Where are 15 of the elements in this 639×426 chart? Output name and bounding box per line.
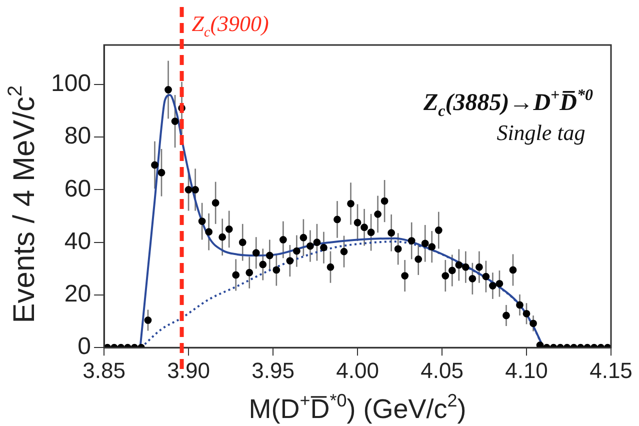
y-tick-label: 80 xyxy=(64,122,92,150)
y-tick-label: 60 xyxy=(64,175,92,202)
y-tick-label: 100 xyxy=(50,70,92,98)
x-tick-label: 4.05 xyxy=(420,358,464,383)
x-tick-label: 4.15 xyxy=(590,358,632,383)
annotation: Single tag xyxy=(496,120,586,145)
x-tick-label: 3.90 xyxy=(167,358,210,383)
y-tick-label: 0 xyxy=(78,333,92,360)
y-tick-label: 20 xyxy=(64,280,92,308)
x-tick-label: 3.85 xyxy=(82,358,126,383)
y-axis-title: Events / 4 MeV/c2 xyxy=(4,85,41,324)
x-tick-label: 3.95 xyxy=(252,358,294,383)
x-tick-label: 4.10 xyxy=(505,358,548,383)
y-tick-label: 40 xyxy=(64,228,92,255)
x-tick-label: 4.00 xyxy=(336,358,379,383)
